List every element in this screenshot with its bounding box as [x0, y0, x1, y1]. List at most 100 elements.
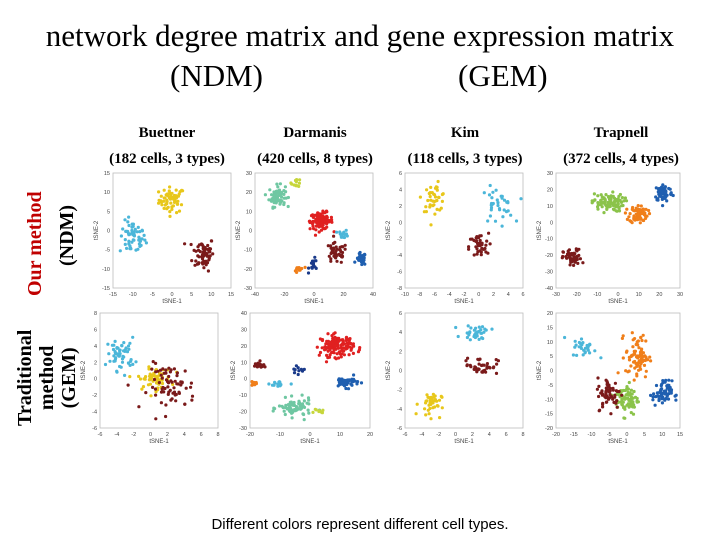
- data-point-cyan: [108, 359, 112, 363]
- data-point-cyan: [140, 228, 144, 232]
- data-point-yellow: [172, 193, 177, 198]
- data-point-yellow: [429, 198, 433, 202]
- data-point-yellow: [437, 398, 442, 402]
- data-point-green: [625, 387, 630, 391]
- data-point-maroon: [473, 365, 477, 369]
- x-tick-label: -5: [150, 292, 155, 298]
- x-tick-label: 2: [492, 292, 495, 298]
- data-point-maroon: [335, 259, 339, 263]
- data-point-orange: [627, 358, 632, 362]
- data-point-yellow: [433, 212, 437, 216]
- data-point-red: [332, 230, 336, 234]
- data-point-cyan: [484, 328, 488, 332]
- data-point-teal: [301, 412, 305, 416]
- x-tick-label: 6: [200, 432, 203, 438]
- data-point-cyan: [118, 249, 122, 253]
- data-point-maroon: [488, 242, 492, 246]
- data-point-maroon: [484, 243, 488, 247]
- x-tick-label: 0: [312, 292, 315, 298]
- data-point-teal: [282, 409, 286, 413]
- data-point-maroon: [343, 243, 347, 247]
- data-point-cyan: [490, 196, 494, 200]
- x-tick-label: 20: [340, 292, 346, 298]
- data-point-maroon: [595, 387, 600, 391]
- data-point-blue: [665, 199, 669, 203]
- data-point-orange: [641, 207, 645, 211]
- y-tick-label: 10: [547, 204, 553, 210]
- x-axis-label: tSNE-1: [304, 299, 324, 305]
- data-point-blue: [340, 377, 344, 381]
- data-point-cyan: [343, 232, 347, 236]
- data-point-orange: [627, 369, 631, 373]
- data-point-navy: [296, 372, 300, 377]
- data-point-orange: [648, 355, 652, 359]
- data-point-cyan: [490, 327, 494, 331]
- data-point-teal: [291, 410, 295, 414]
- data-point-maroon: [164, 368, 168, 372]
- data-point-cyan: [493, 219, 498, 223]
- data-point-red: [330, 334, 334, 338]
- scatter-panel-gem-buettner: -6 -4 -2 0 2 4 6 8 8 6 4 2 0 -2 -4 -6 tSNE-1 tSNE-2: [81, 311, 220, 445]
- data-point-cyan: [127, 215, 131, 219]
- data-point-maroon: [196, 254, 200, 258]
- data-point-maroon: [608, 392, 612, 397]
- data-point-cyan: [509, 213, 513, 217]
- y-tick-label: -6: [92, 426, 97, 432]
- data-point-orange: [638, 217, 643, 221]
- data-point-maroon: [614, 401, 618, 405]
- data-point-maroon: [329, 251, 333, 256]
- x-tick-label: -10: [276, 432, 284, 438]
- data-point-maroon: [172, 386, 176, 390]
- data-point-yellow: [156, 374, 161, 378]
- y-tick-label: 10: [104, 190, 110, 196]
- x-tick-label: 0: [477, 292, 480, 298]
- x-tick-label: 0: [616, 292, 619, 298]
- data-point-cyan: [131, 224, 135, 228]
- x-tick-label: -6: [432, 292, 437, 298]
- data-point-red: [340, 348, 344, 352]
- data-point-yellow: [427, 396, 431, 400]
- data-point-maroon: [568, 253, 572, 257]
- data-point-maroon: [581, 261, 585, 265]
- data-point-cyan: [514, 219, 519, 223]
- data-point-cyan: [289, 382, 293, 386]
- data-point-yellow: [430, 397, 434, 401]
- data-point-blue: [669, 388, 674, 392]
- data-point-red: [318, 350, 323, 355]
- data-point-maroon: [211, 252, 215, 256]
- data-point-teal: [307, 411, 311, 415]
- x-tick-label: 10: [337, 432, 343, 438]
- data-point-yellow: [437, 195, 441, 200]
- data-point-navy: [302, 367, 306, 371]
- data-point-blue: [358, 254, 362, 258]
- data-point-navy: [292, 371, 297, 375]
- data-point-maroon: [167, 366, 171, 370]
- column-name: Darmanis: [283, 125, 347, 141]
- data-point-red: [339, 355, 343, 359]
- data-point-green: [622, 416, 626, 420]
- data-point-lime: [290, 182, 294, 186]
- data-point-maroon: [334, 245, 338, 249]
- x-tick-label: -2: [436, 432, 441, 438]
- data-point-cyan: [488, 214, 492, 218]
- data-point-maroon: [573, 260, 577, 264]
- data-point-maroon: [339, 260, 343, 264]
- data-point-maroon: [341, 245, 345, 249]
- data-point-yellow: [168, 185, 172, 189]
- data-point-cyan: [129, 247, 133, 251]
- data-point-maroon: [332, 254, 336, 258]
- data-point-maroon: [164, 371, 168, 375]
- data-point-yellow: [175, 196, 179, 200]
- data-point-maroon: [476, 368, 480, 372]
- x-tick-label: 5: [643, 432, 646, 438]
- data-point-orange: [254, 380, 258, 385]
- data-point-maroon: [606, 396, 610, 400]
- data-point-orange: [644, 207, 648, 211]
- data-point-maroon: [193, 263, 197, 267]
- data-point-maroon: [576, 261, 580, 265]
- data-point-blue: [663, 194, 668, 198]
- data-point-cyan: [477, 337, 481, 341]
- data-point-orange: [631, 345, 635, 349]
- data-point-blue: [660, 190, 664, 194]
- data-point-green: [607, 205, 611, 209]
